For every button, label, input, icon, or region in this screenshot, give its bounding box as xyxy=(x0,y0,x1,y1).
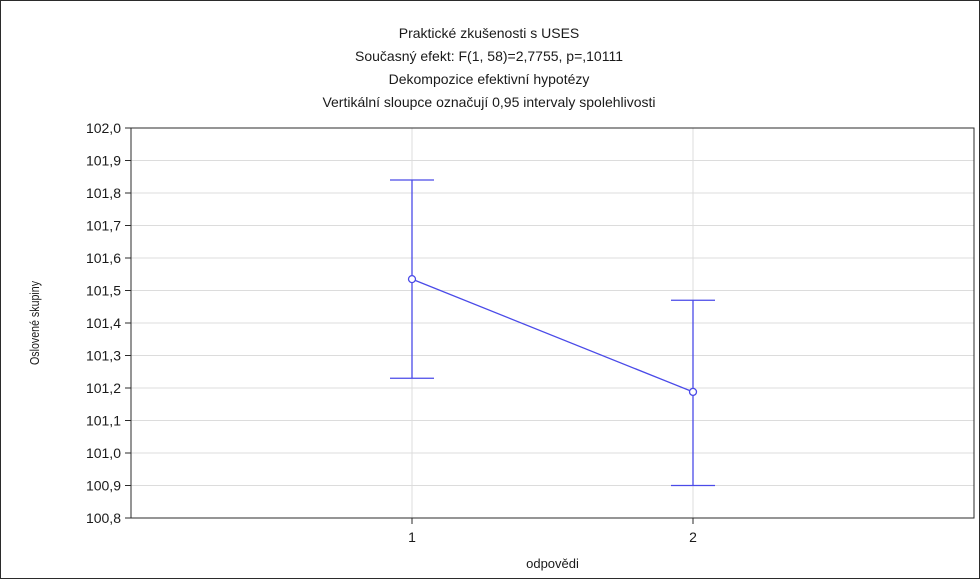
chart-title-line-2: Současný efekt: F(1, 58)=2,7755, p=,1011… xyxy=(355,48,623,64)
y-tick-label: 100,9 xyxy=(86,478,121,494)
y-tick-label: 100,8 xyxy=(86,510,121,526)
y-tick-label: 101,6 xyxy=(86,250,121,266)
grid-lines xyxy=(131,128,974,518)
y-tick-label: 101,4 xyxy=(86,315,121,331)
data-point xyxy=(688,387,698,397)
y-axis: 100,8 100,9 101,0 101,1 101,2 101,3 101,4 101,5… xyxy=(86,120,131,526)
y-tick-label: 101,9 xyxy=(86,153,121,169)
x-axis-title: odpovědi xyxy=(526,556,579,571)
chart-title-line-1: Praktické zkušenosti s USES xyxy=(399,25,580,41)
y-tick-label: 101,7 xyxy=(86,218,121,234)
y-tick-label: 101,2 xyxy=(86,380,121,396)
y-tick-label: 101,8 xyxy=(86,185,121,201)
series-line xyxy=(411,278,694,393)
y-axis-title: Oslovené skupiny xyxy=(27,281,42,365)
y-tick-label: 101,0 xyxy=(86,445,121,461)
series-marks xyxy=(390,179,715,487)
chart-title-line-3: Dekompozice efektivní hypotézy xyxy=(389,71,590,87)
data-point xyxy=(407,274,417,284)
y-tick-label: 101,3 xyxy=(86,348,121,364)
x-tick-label: 1 xyxy=(408,529,416,545)
chart-title-group: Praktické zkušenosti s USES Současný efe… xyxy=(322,25,655,110)
chart-title-line-4: Vertikální sloupce označují 0,95 interva… xyxy=(322,94,655,110)
y-tick-label: 102,0 xyxy=(86,120,121,136)
x-tick-label: 2 xyxy=(689,529,697,545)
y-tick-label: 101,1 xyxy=(86,413,121,429)
y-tick-label: 101,5 xyxy=(86,283,121,299)
